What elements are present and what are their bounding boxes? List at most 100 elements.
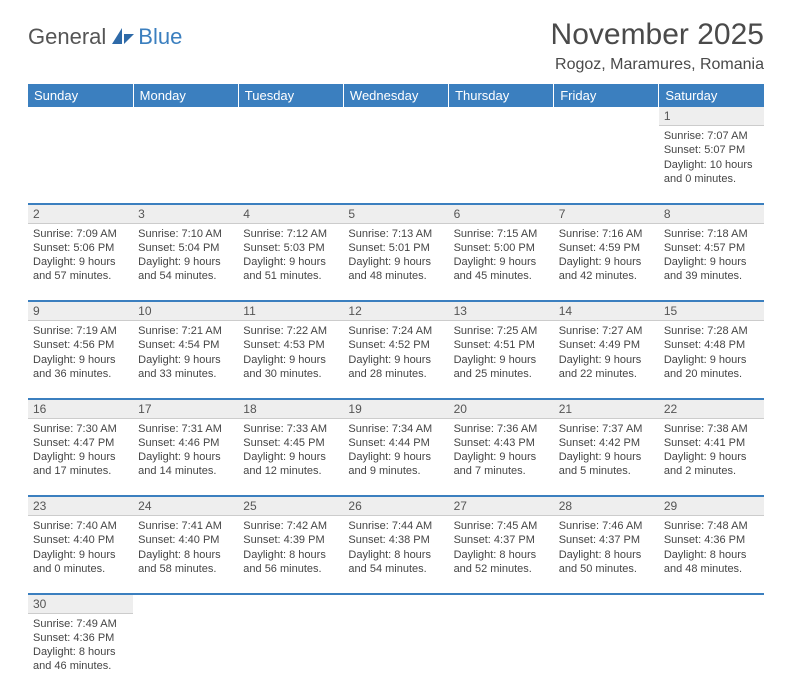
day-cell (133, 126, 238, 204)
daylight2-text: and 5 minutes. (559, 464, 654, 478)
daylight2-text: and 56 minutes. (243, 562, 338, 576)
sunrise-text: Sunrise: 7:49 AM (33, 617, 128, 631)
day-number: 3 (133, 204, 238, 224)
sunrise-text: Sunrise: 7:34 AM (348, 422, 443, 436)
day-cell: Sunrise: 7:21 AMSunset: 4:54 PMDaylight:… (133, 321, 238, 399)
sail-icon (110, 26, 136, 49)
sunset-text: Sunset: 4:40 PM (138, 533, 233, 547)
sunrise-text: Sunrise: 7:12 AM (243, 227, 338, 241)
daylight2-text: and 57 minutes. (33, 269, 128, 283)
sunrise-text: Sunrise: 7:25 AM (454, 324, 549, 338)
daylight1-text: Daylight: 9 hours (664, 353, 759, 367)
daylight1-text: Daylight: 8 hours (348, 548, 443, 562)
day-number: 8 (659, 204, 764, 224)
sunset-text: Sunset: 4:51 PM (454, 338, 549, 352)
day-cell: Sunrise: 7:48 AMSunset: 4:36 PMDaylight:… (659, 516, 764, 594)
day-cell (449, 613, 554, 691)
page-title: November 2025 (551, 18, 764, 52)
daylight2-text: and 48 minutes. (348, 269, 443, 283)
daylight2-text: and 54 minutes. (348, 562, 443, 576)
day-number: 25 (238, 496, 343, 516)
daynum-row: 1 (28, 107, 764, 126)
sunrise-text: Sunrise: 7:21 AM (138, 324, 233, 338)
day-number (238, 594, 343, 614)
sunrise-text: Sunrise: 7:31 AM (138, 422, 233, 436)
sunset-text: Sunset: 4:52 PM (348, 338, 443, 352)
location: Rogoz, Maramures, Romania (551, 56, 764, 74)
sunset-text: Sunset: 4:36 PM (664, 533, 759, 547)
day-cell: Sunrise: 7:49 AMSunset: 4:36 PMDaylight:… (28, 613, 133, 691)
day-number: 7 (554, 204, 659, 224)
daylight2-text: and 0 minutes. (33, 562, 128, 576)
day-number: 24 (133, 496, 238, 516)
daylight1-text: Daylight: 9 hours (33, 450, 128, 464)
daylight2-text: and 54 minutes. (138, 269, 233, 283)
sunset-text: Sunset: 4:39 PM (243, 533, 338, 547)
daynum-row: 30 (28, 594, 764, 614)
sunset-text: Sunset: 4:53 PM (243, 338, 338, 352)
day-cell (238, 613, 343, 691)
sunrise-text: Sunrise: 7:40 AM (33, 519, 128, 533)
sunrise-text: Sunrise: 7:13 AM (348, 227, 443, 241)
daylight2-text: and 42 minutes. (559, 269, 654, 283)
sunset-text: Sunset: 4:46 PM (138, 436, 233, 450)
daylight1-text: Daylight: 9 hours (559, 353, 654, 367)
title-block: November 2025 Rogoz, Maramures, Romania (551, 18, 764, 74)
col-thursday: Thursday (449, 84, 554, 107)
sunset-text: Sunset: 4:49 PM (559, 338, 654, 352)
calendar-row: Sunrise: 7:49 AMSunset: 4:36 PMDaylight:… (28, 613, 764, 691)
day-cell: Sunrise: 7:18 AMSunset: 4:57 PMDaylight:… (659, 223, 764, 301)
daylight2-text: and 22 minutes. (559, 367, 654, 381)
day-number (343, 107, 448, 126)
day-cell: Sunrise: 7:16 AMSunset: 4:59 PMDaylight:… (554, 223, 659, 301)
daylight1-text: Daylight: 9 hours (348, 255, 443, 269)
weekday-header-row: Sunday Monday Tuesday Wednesday Thursday… (28, 84, 764, 107)
sunrise-text: Sunrise: 7:33 AM (243, 422, 338, 436)
day-number: 27 (449, 496, 554, 516)
sunrise-text: Sunrise: 7:28 AM (664, 324, 759, 338)
sunset-text: Sunset: 4:41 PM (664, 436, 759, 450)
day-cell (554, 613, 659, 691)
day-cell: Sunrise: 7:37 AMSunset: 4:42 PMDaylight:… (554, 418, 659, 496)
sunset-text: Sunset: 5:01 PM (348, 241, 443, 255)
daylight1-text: Daylight: 9 hours (559, 450, 654, 464)
sunset-text: Sunset: 4:47 PM (33, 436, 128, 450)
daylight1-text: Daylight: 9 hours (243, 255, 338, 269)
day-number: 18 (238, 399, 343, 419)
sunrise-text: Sunrise: 7:18 AM (664, 227, 759, 241)
sunset-text: Sunset: 4:42 PM (559, 436, 654, 450)
day-cell: Sunrise: 7:46 AMSunset: 4:37 PMDaylight:… (554, 516, 659, 594)
calendar-row: Sunrise: 7:19 AMSunset: 4:56 PMDaylight:… (28, 321, 764, 399)
sunset-text: Sunset: 4:44 PM (348, 436, 443, 450)
daylight2-text: and 39 minutes. (664, 269, 759, 283)
daylight1-text: Daylight: 9 hours (348, 353, 443, 367)
daylight2-text: and 17 minutes. (33, 464, 128, 478)
day-cell: Sunrise: 7:22 AMSunset: 4:53 PMDaylight:… (238, 321, 343, 399)
day-number: 9 (28, 301, 133, 321)
daylight2-text: and 25 minutes. (454, 367, 549, 381)
day-number (659, 594, 764, 614)
day-number: 26 (343, 496, 448, 516)
daylight2-text: and 2 minutes. (664, 464, 759, 478)
daylight1-text: Daylight: 9 hours (454, 255, 549, 269)
day-cell: Sunrise: 7:31 AMSunset: 4:46 PMDaylight:… (133, 418, 238, 496)
day-number: 11 (238, 301, 343, 321)
day-number (238, 107, 343, 126)
day-number (554, 107, 659, 126)
daylight2-text: and 14 minutes. (138, 464, 233, 478)
daylight1-text: Daylight: 8 hours (559, 548, 654, 562)
calendar-row: Sunrise: 7:07 AMSunset: 5:07 PMDaylight:… (28, 126, 764, 204)
daylight2-text: and 52 minutes. (454, 562, 549, 576)
day-number (28, 107, 133, 126)
sunset-text: Sunset: 5:07 PM (664, 143, 759, 157)
sunset-text: Sunset: 4:56 PM (33, 338, 128, 352)
daylight1-text: Daylight: 9 hours (138, 353, 233, 367)
daylight1-text: Daylight: 9 hours (454, 450, 549, 464)
day-cell: Sunrise: 7:41 AMSunset: 4:40 PMDaylight:… (133, 516, 238, 594)
day-cell (28, 126, 133, 204)
daylight1-text: Daylight: 8 hours (138, 548, 233, 562)
day-cell: Sunrise: 7:27 AMSunset: 4:49 PMDaylight:… (554, 321, 659, 399)
daylight2-text: and 0 minutes. (664, 172, 759, 186)
sunrise-text: Sunrise: 7:27 AM (559, 324, 654, 338)
sunset-text: Sunset: 5:06 PM (33, 241, 128, 255)
